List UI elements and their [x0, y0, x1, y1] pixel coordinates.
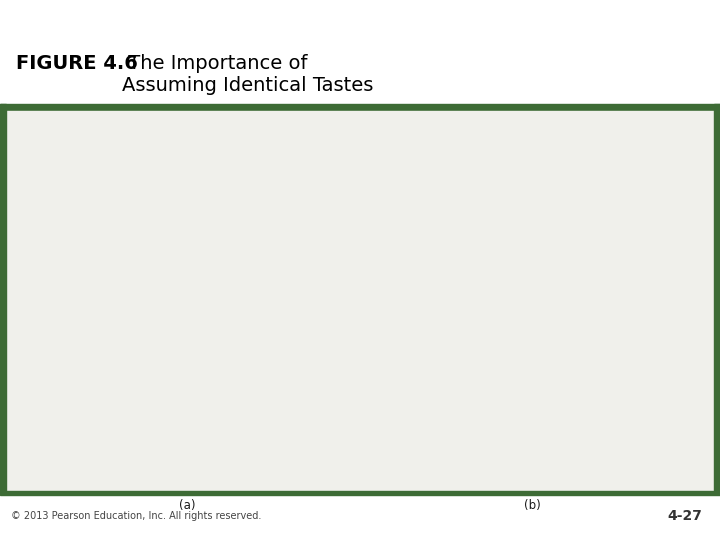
Text: $\rho$: $\rho$	[27, 132, 37, 147]
Text: 4-27: 4-27	[667, 509, 702, 523]
Text: $S$: $S$	[672, 446, 682, 460]
Text: $ND_S^A$: $ND_S^A$	[258, 408, 282, 427]
Text: $\rho_B$: $\rho_B$	[345, 280, 359, 292]
Text: $\rho$: $\rho$	[372, 132, 382, 147]
Text: $NS_S^A$: $NS_S^A$	[273, 160, 296, 180]
Text: $ND_S^B$: $ND_S^B$	[621, 342, 646, 361]
Text: Country $B$'s market: Country $B$'s market	[475, 471, 590, 489]
Text: $ND_S^{A9}$: $ND_S^{A9}$	[267, 264, 296, 283]
Text: $\rho'_B$: $\rho'_B$	[342, 330, 359, 345]
Text: The Importance of
Assuming Identical Tastes: The Importance of Assuming Identical Tas…	[122, 54, 374, 95]
Text: FIGURE 4.6: FIGURE 4.6	[16, 54, 138, 73]
Text: © 2013 Pearson Education, Inc. All rights reserved.: © 2013 Pearson Education, Inc. All right…	[11, 511, 261, 521]
Text: $ND_S^{B'}$: $ND_S^{B'}$	[527, 383, 554, 402]
Text: $S$: $S$	[326, 446, 336, 460]
Text: $\rho'_A$: $\rho'_A$	[0, 255, 13, 270]
Text: (b): (b)	[524, 498, 541, 511]
Text: (a): (a)	[179, 498, 195, 511]
Text: $NS_S^B$: $NS_S^B$	[557, 170, 580, 189]
Text: $\rho_A$: $\rho_A$	[0, 330, 13, 342]
Text: Country $A$'s market: Country $A$'s market	[130, 471, 245, 489]
